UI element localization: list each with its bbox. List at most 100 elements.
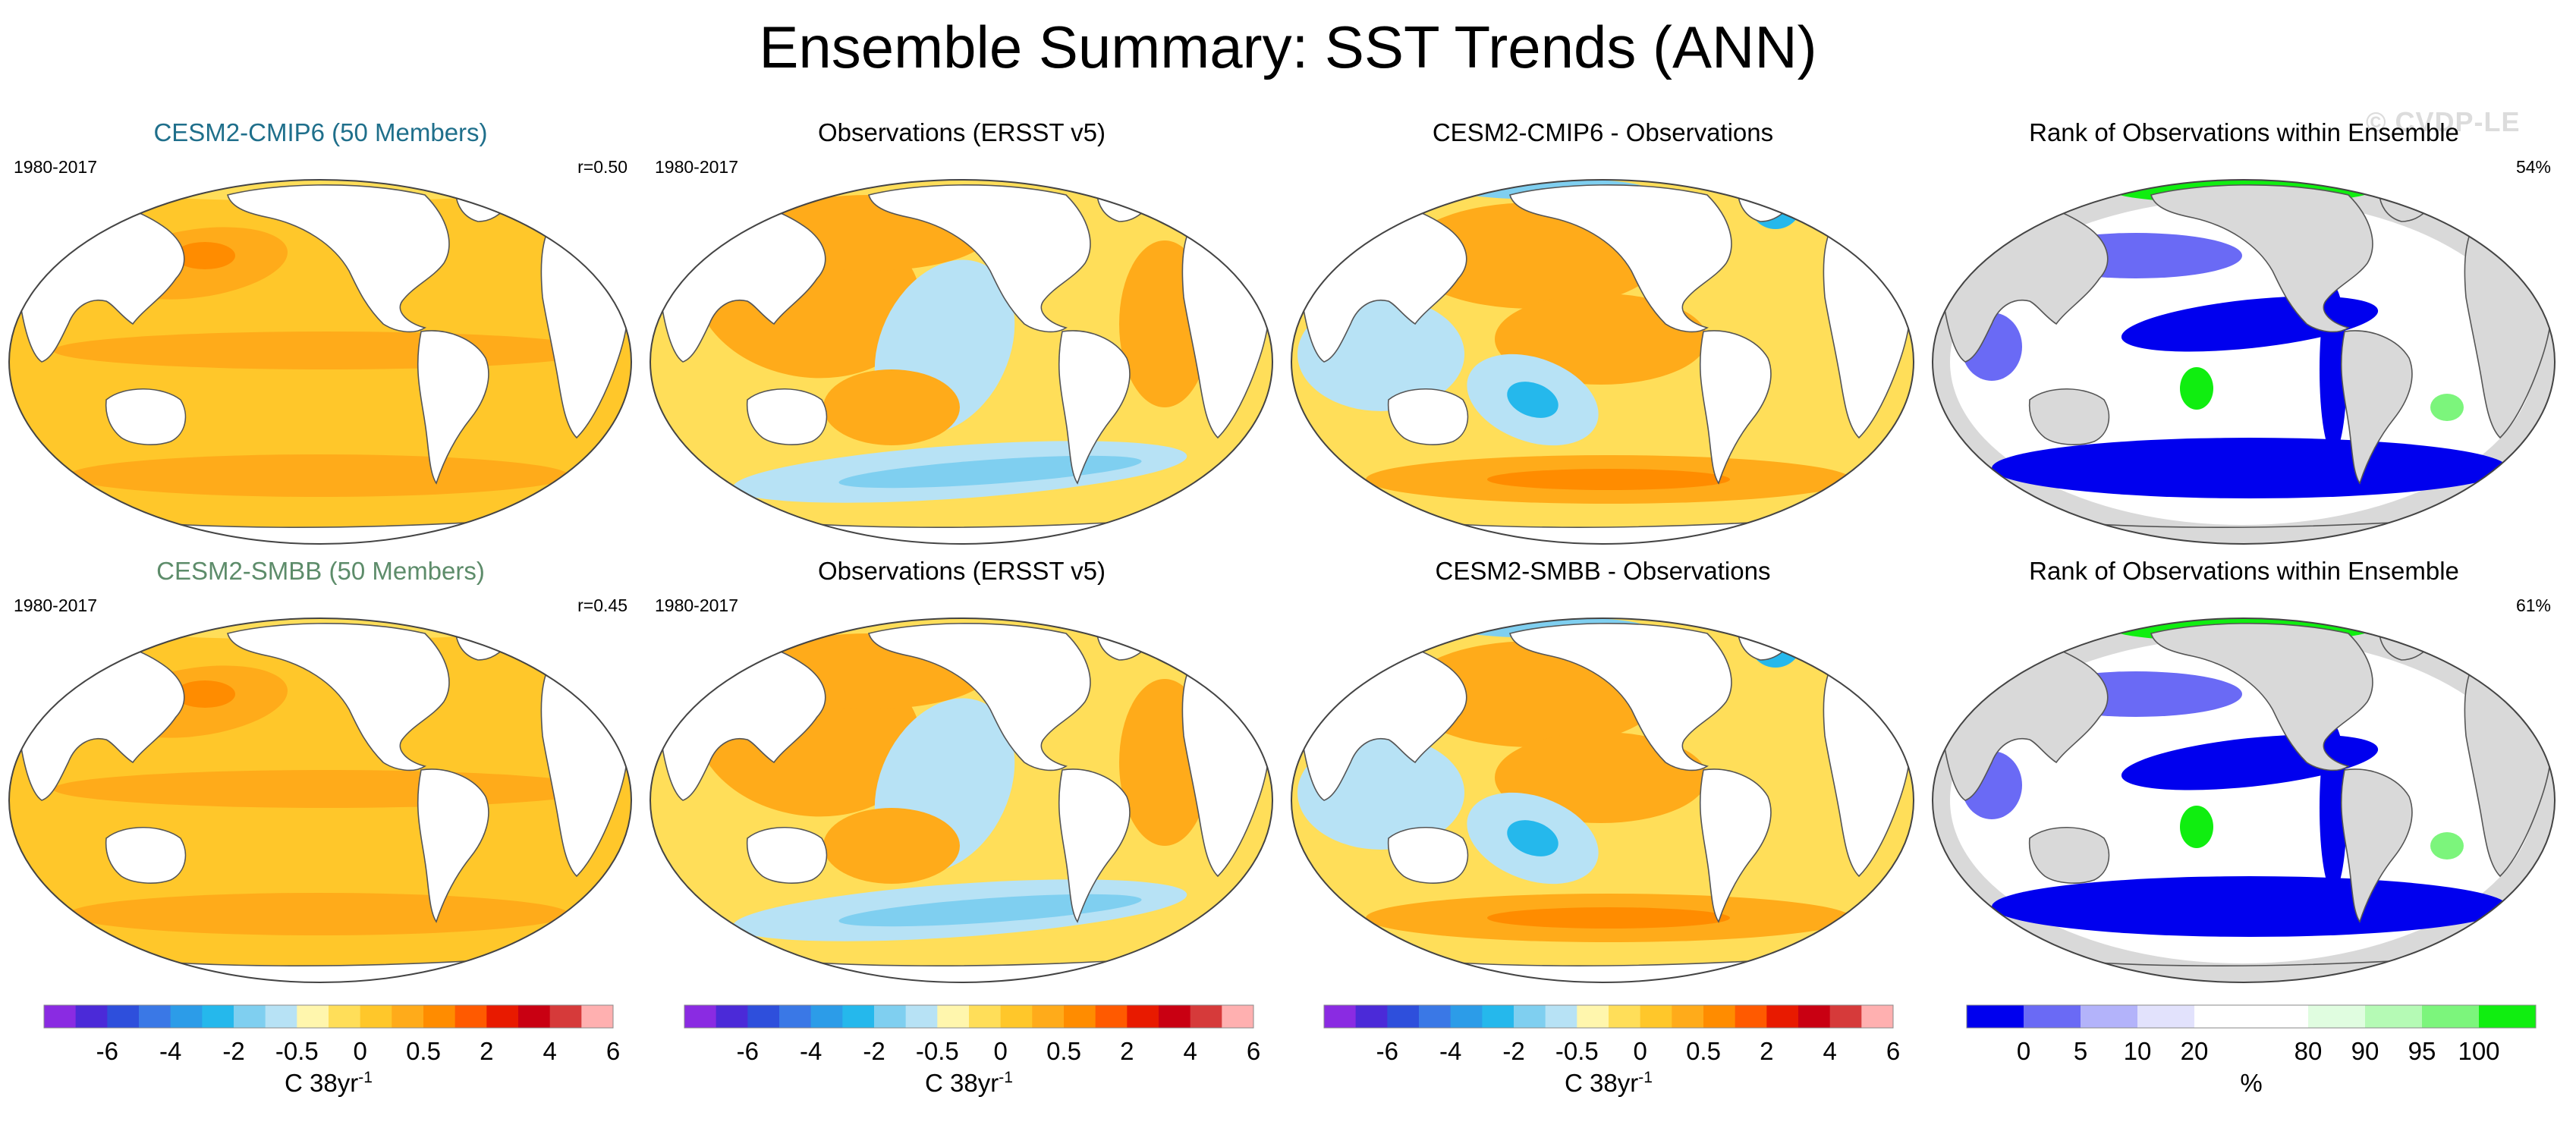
colorbar-tick-label: 100 — [2458, 1037, 2500, 1065]
south-america-landmass — [1058, 768, 1131, 923]
south-america-landmass — [1699, 330, 1772, 485]
australia-landmass — [105, 388, 187, 445]
map-border — [1291, 617, 1914, 983]
colorbar-swatch — [44, 1005, 77, 1028]
north-america-landmass — [227, 623, 450, 771]
robinson-map — [650, 617, 1273, 983]
colorbar: -6 -4 -2 -0.5 0 0.5 2 4 6 C 38yr-1 — [1323, 1004, 1901, 1119]
colorbar-swatch — [1064, 1005, 1096, 1028]
colorbar-tick-label: 0.5 — [1046, 1037, 1081, 1065]
north-america-landmass — [868, 184, 1091, 333]
colorbar-swatch — [1829, 1005, 1862, 1028]
australia-landmass — [105, 827, 187, 884]
map-panel: CESM2-SMBB - Observations — [1282, 556, 1923, 988]
colorbar-tick-label: -6 — [1376, 1037, 1398, 1065]
colorbar-unit-label: % — [2240, 1069, 2262, 1098]
colorbar-swatch — [1000, 1005, 1033, 1028]
colorbar-swatch — [234, 1005, 266, 1028]
map-border — [650, 179, 1273, 545]
colorbar-outline — [684, 1004, 1254, 1029]
colorbar-swatch — [2308, 1005, 2366, 1028]
colorbar-swatches — [684, 1004, 1254, 1029]
colorbar-tick-label: -0.5 — [275, 1037, 319, 1065]
colorbar-swatches — [43, 1004, 614, 1029]
colorbar-swatch — [2024, 1005, 2081, 1028]
colorbar-swatch — [1735, 1005, 1767, 1028]
south-america-landmass — [417, 768, 489, 923]
south-america-landmass — [1058, 330, 1131, 485]
australia-landmass — [746, 827, 828, 884]
colorbar-tick-label: 4 — [543, 1037, 557, 1065]
colorbar-swatch — [1355, 1005, 1388, 1028]
colorbar-unit-exponent: -1 — [1638, 1069, 1653, 1086]
south-pacific-high-rank — [2180, 367, 2213, 410]
australia-landmass — [2028, 827, 2110, 884]
figure-title: Ensemble Summary: SST Trends (ANN) — [759, 14, 1817, 80]
tropical-band — [53, 770, 599, 808]
colorbar-swatch — [779, 1005, 812, 1028]
southern-ocean-cooling-core — [838, 894, 1142, 927]
colorbar-swatch — [1766, 1005, 1799, 1028]
colorbar-tick-label: 6 — [1246, 1037, 1261, 1065]
southern-ocean-low-rank — [1992, 438, 2508, 498]
australia-landmass — [2028, 388, 2110, 445]
colorbar-tick-label: 0.5 — [406, 1037, 441, 1065]
colorbar-swatch — [2137, 1005, 2195, 1028]
colorbar-swatch — [297, 1005, 329, 1028]
colorbar-tick-label: -2 — [863, 1037, 885, 1065]
colorbar-swatch — [1609, 1005, 1641, 1028]
robinson-map — [8, 617, 632, 983]
colorbar-tick-label: 6 — [605, 1037, 621, 1065]
north-america-landmass — [2150, 623, 2373, 771]
colorbar-tick-label: 4 — [1823, 1037, 1837, 1065]
colorbar: -6 -4 -2 -0.5 0 0.5 2 4 6 C 38yr-1 — [684, 1004, 1261, 1119]
south-pacific-warming — [823, 808, 960, 884]
colorbar-swatch — [549, 1005, 582, 1028]
colorbar-swatch — [1222, 1005, 1254, 1028]
colorbar-swatch — [1967, 1005, 2024, 1028]
colorbar-swatch — [905, 1005, 938, 1028]
north-pacific-hotspot — [175, 242, 235, 269]
colorbar-unit-exponent: -1 — [999, 1069, 1013, 1086]
south-pacific-warming — [823, 369, 960, 445]
colorbar-swatch — [1450, 1005, 1483, 1028]
colorbar-swatch — [1387, 1005, 1420, 1028]
panel-title: CESM2-CMIP6 - Observations — [1432, 118, 1774, 146]
robinson-map — [1932, 179, 2556, 545]
south-america-landmass — [1699, 768, 1772, 923]
colorbar-tick-label: 0 — [1633, 1037, 1647, 1065]
colorbar-swatch — [360, 1005, 392, 1028]
north-america-landmass — [868, 623, 1091, 771]
colorbar-tick-label: 80 — [2294, 1037, 2323, 1065]
map-panel: Rank of Observations within Ensemble 54% — [1923, 118, 2565, 550]
colorbar-swatch — [747, 1005, 780, 1028]
south-pacific-cool-core — [1507, 820, 1558, 856]
panel-period-label: 1980-2017 — [14, 595, 97, 615]
colorbar-swatch — [392, 1005, 424, 1028]
map-panel: Observations (ERSST v5) 1980-2017 — [641, 118, 1282, 550]
colorbar-swatches — [1966, 1004, 2537, 1029]
colorbar-outline — [1323, 1004, 1894, 1029]
colorbar-tick-label: 90 — [2351, 1037, 2379, 1065]
colorbar-tick-label: -4 — [159, 1037, 182, 1065]
robinson-map — [1932, 617, 2556, 983]
southern-ocean-low-rank — [1992, 876, 2508, 937]
colorbar-swatch — [842, 1005, 875, 1028]
colorbar-swatch — [1419, 1005, 1452, 1028]
colorbar-swatch — [1545, 1005, 1577, 1028]
colorbar-tick-label: -0.5 — [915, 1037, 959, 1065]
south-america-landmass — [417, 330, 489, 485]
southern-ocean-warm-core — [1487, 469, 1730, 490]
colorbar-swatch — [1514, 1005, 1546, 1028]
map-border — [8, 179, 632, 545]
colorbar-swatch — [2251, 1005, 2309, 1028]
south-pacific-high-rank — [2180, 806, 2213, 848]
colorbar-unit-text: C 38yr — [1565, 1069, 1639, 1097]
map-panel: CESM2-CMIP6 - Observations — [1282, 118, 1923, 550]
colorbar-swatch — [2479, 1005, 2537, 1028]
colorbar-swatch — [874, 1005, 907, 1028]
north-atlantic-cool-bias — [1749, 180, 1802, 229]
colorbar-swatch — [1482, 1005, 1514, 1028]
map-border — [1932, 179, 2556, 545]
colorbar-unit-exponent: -1 — [358, 1069, 373, 1086]
